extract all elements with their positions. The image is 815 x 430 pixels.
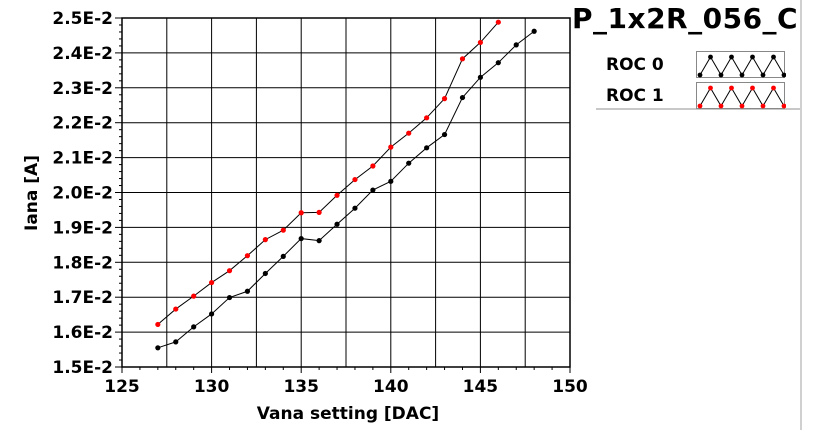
data-point xyxy=(406,130,412,136)
data-point xyxy=(459,56,466,62)
x-tick-label: 125 xyxy=(104,377,140,397)
legend-swatch-marker xyxy=(760,72,766,78)
data-point xyxy=(173,339,179,345)
legend-swatch-marker xyxy=(760,103,766,109)
x-tick-label: 135 xyxy=(283,377,319,397)
series-roc-1 xyxy=(155,19,501,328)
data-point xyxy=(495,60,501,66)
y-tick-label: 1.9E-2 xyxy=(52,218,113,238)
data-point xyxy=(280,253,286,259)
legend-swatch-marker xyxy=(718,103,724,109)
data-point xyxy=(441,96,448,102)
legend-swatch-marker xyxy=(697,103,703,109)
legend-swatch-roc0 xyxy=(696,51,786,78)
y-tick-label: 1.8E-2 xyxy=(52,253,113,273)
data-point xyxy=(173,306,179,312)
legend-item-roc1: ROC 1 xyxy=(596,80,802,110)
data-point xyxy=(459,94,466,101)
data-point xyxy=(155,345,161,351)
data-point xyxy=(280,227,286,233)
y-axis-label: Iana [A] xyxy=(22,155,42,231)
data-point xyxy=(424,145,430,151)
data-point xyxy=(406,160,412,166)
data-point xyxy=(477,39,483,46)
legend-swatch-marker xyxy=(771,54,776,60)
series-line xyxy=(157,21,499,325)
series-roc-0 xyxy=(155,28,537,351)
axes xyxy=(115,17,571,373)
data-point xyxy=(155,321,161,328)
legend: ROC 0 ROC 1 xyxy=(596,46,802,110)
data-point xyxy=(513,42,519,48)
data-point xyxy=(370,187,376,193)
x-tick-label: 150 xyxy=(552,377,588,397)
data-point xyxy=(262,237,268,243)
chart-title: P_1x2R_056_C xyxy=(572,2,799,35)
series-line xyxy=(157,30,535,349)
data-point xyxy=(424,115,430,121)
legend-item-roc0: ROC 0 xyxy=(596,49,802,79)
x-tick-labels: 125 130 135 140 145 150 xyxy=(104,377,588,397)
data-point xyxy=(388,144,394,150)
data-point xyxy=(191,293,197,299)
y-tick-label: 2.3E-2 xyxy=(52,79,113,99)
data-point xyxy=(334,192,340,198)
y-tick-label: 1.7E-2 xyxy=(52,288,113,308)
data-point xyxy=(244,288,251,294)
legend-swatch-marker xyxy=(739,72,745,78)
data-point xyxy=(477,74,483,80)
x-axis-label: Vana setting [DAC] xyxy=(257,404,439,424)
legend-label-roc1: ROC 1 xyxy=(606,86,664,106)
y-tick-label: 2.1E-2 xyxy=(52,149,113,169)
legend-swatch-marker xyxy=(781,103,786,109)
data-point xyxy=(352,176,358,183)
data-point xyxy=(495,19,501,25)
legend-swatch-marker xyxy=(708,54,713,60)
legend-swatch-roc1 xyxy=(696,82,786,109)
data-point xyxy=(298,235,304,242)
data-point xyxy=(226,268,233,274)
y-tick-label: 2.0E-2 xyxy=(52,184,113,204)
legend-swatch-marker xyxy=(750,54,755,60)
data-point xyxy=(388,178,394,184)
y-tick-label: 2.2E-2 xyxy=(52,114,113,134)
y-tick-label: 2.4E-2 xyxy=(52,44,113,64)
x-tick-label: 130 xyxy=(194,377,230,397)
x-tick-label: 140 xyxy=(373,377,409,397)
legend-label-roc0: ROC 0 xyxy=(606,55,664,75)
x-tick-label: 145 xyxy=(463,377,499,397)
legend-swatch-marker xyxy=(697,72,703,78)
data-point xyxy=(334,221,340,227)
data-point xyxy=(352,205,358,211)
y-tick-labels: 1.5E-2 1.6E-2 1.7E-2 1.8E-2 1.9E-2 2.0E-2 2.1E… xyxy=(52,9,113,378)
legend-swatch-marker xyxy=(729,85,734,91)
y-tick-label: 2.5E-2 xyxy=(52,9,113,29)
legend-swatch-marker xyxy=(708,85,713,91)
window-edge xyxy=(800,0,815,430)
legend-swatch-marker xyxy=(718,72,724,78)
y-tick-label: 1.6E-2 xyxy=(52,323,113,343)
data-point xyxy=(441,131,448,138)
legend-swatch-marker xyxy=(771,85,776,91)
y-tick-label: 1.5E-2 xyxy=(52,358,113,378)
series-layer xyxy=(155,19,537,351)
data-point xyxy=(209,311,215,317)
data-point xyxy=(226,294,233,301)
data-point xyxy=(316,238,322,244)
data-point xyxy=(531,28,537,34)
legend-swatch-marker xyxy=(739,103,745,109)
legend-swatch-marker xyxy=(750,85,755,91)
data-point xyxy=(209,279,215,286)
data-point xyxy=(316,209,322,215)
data-point xyxy=(370,163,376,169)
legend-swatch-marker xyxy=(781,72,786,78)
data-point xyxy=(191,324,197,330)
legend-swatch-marker xyxy=(729,54,734,60)
data-point xyxy=(262,270,268,277)
data-point xyxy=(298,210,304,216)
grid xyxy=(121,17,571,368)
data-point xyxy=(244,253,251,259)
